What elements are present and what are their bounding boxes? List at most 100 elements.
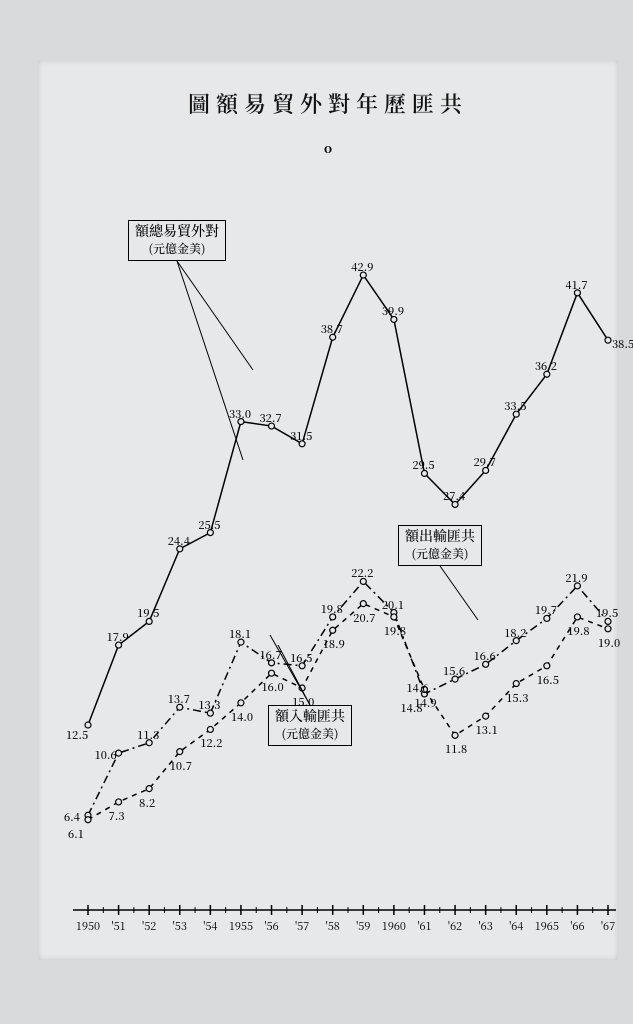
x-tick-label: '56 [264, 918, 278, 934]
point-label: 25.5 [198, 517, 220, 533]
point-label: 14.8 [400, 700, 422, 716]
series-imports-marker [605, 626, 611, 632]
series-imports-marker [513, 681, 519, 687]
point-label: 16.0 [262, 679, 284, 695]
point-label: 36.2 [535, 358, 557, 374]
x-tick-label: '54 [203, 918, 217, 934]
x-tick-label: '58 [326, 918, 340, 934]
point-label: 16.6 [474, 648, 496, 664]
point-label: 16.5 [537, 672, 559, 688]
series-imports-marker [146, 786, 152, 792]
series-imports-marker [269, 670, 275, 676]
x-tick-label: '59 [356, 918, 370, 934]
point-label: 39.9 [382, 303, 404, 319]
point-label: 14.0 [231, 709, 253, 725]
point-label: 12.2 [200, 735, 222, 751]
legend-total-label: 額總易貿外對 [135, 223, 219, 241]
point-label: 11.8 [445, 741, 467, 757]
series-imports-marker [238, 700, 244, 706]
point-label: 6.4 [64, 809, 80, 825]
legend-total-sub: (元億金美) [135, 241, 219, 256]
point-label: 10.7 [170, 758, 192, 774]
x-tick-label: '66 [570, 918, 584, 934]
point-label: 16.5 [290, 650, 312, 666]
legend-exports-sub: (元億金美) [405, 546, 475, 561]
series-imports-marker [360, 601, 366, 607]
point-label: 33.5 [504, 398, 526, 414]
point-label: 18.2 [504, 625, 526, 641]
series-imports-marker [177, 749, 183, 755]
legend-imports-sub: (元億金美) [275, 726, 345, 741]
x-tick-label: '61 [417, 918, 431, 934]
point-label: 13.7 [168, 691, 190, 707]
point-label: 21.9 [565, 570, 587, 586]
point-label: 38.7 [321, 321, 343, 337]
point-label: 19.5 [596, 605, 618, 621]
point-label: 38.5 [612, 336, 633, 352]
point-label: 27.4 [443, 488, 465, 504]
point-label: 19.5 [137, 605, 159, 621]
point-label: 19.7 [535, 602, 557, 618]
point-label: 7.3 [109, 808, 125, 824]
x-tick-label: '51 [111, 918, 125, 934]
point-label: 13.3 [198, 697, 220, 713]
point-label: 20.1 [382, 597, 404, 613]
point-label: 42.9 [351, 259, 373, 275]
point-label: 19.8 [321, 601, 343, 617]
series-imports-marker [207, 726, 213, 732]
point-label: 11.3 [137, 727, 159, 743]
x-tick-label: '62 [448, 918, 462, 934]
point-label: 19.8 [384, 623, 406, 639]
point-label: 18.1 [229, 626, 251, 642]
series-exports [88, 581, 608, 815]
point-label: 15.6 [443, 663, 465, 679]
legend-total: 額總易貿外對(元億金美) [128, 220, 226, 261]
x-tick-label: 1950 [76, 918, 100, 934]
series-imports-marker [452, 732, 458, 738]
series-imports-marker [116, 799, 122, 805]
x-tick-label: '63 [479, 918, 493, 934]
point-label: 22.2 [351, 565, 373, 581]
point-label: 15.3 [506, 690, 528, 706]
point-label: 31.5 [290, 428, 312, 444]
x-tick-label: 1960 [382, 918, 406, 934]
point-label: 19.0 [598, 635, 620, 651]
point-label: 24.4 [168, 533, 190, 549]
point-label: 20.7 [353, 610, 375, 626]
point-label: 10.6 [95, 747, 117, 763]
series-imports-marker [544, 663, 550, 669]
x-tick-label: 1965 [535, 918, 559, 934]
legend-exports: 額出輸匪共(元億金美) [398, 525, 482, 566]
x-tick-label: '53 [173, 918, 187, 934]
point-label: 8.2 [139, 795, 155, 811]
point-label: 6.1 [68, 826, 84, 842]
point-label: 41.7 [565, 277, 587, 293]
point-label: 14.6 [406, 680, 428, 696]
series-total-marker [605, 337, 611, 343]
point-label: 29.7 [474, 454, 496, 470]
x-tick-label: '64 [509, 918, 523, 934]
point-label: 16.7 [260, 647, 282, 663]
legend-imports: 額入輸匪共(元億金美) [268, 705, 352, 746]
series-total [88, 275, 608, 725]
legend-imports-label: 額入輸匪共 [275, 708, 345, 726]
point-label: 18.9 [323, 636, 345, 652]
x-tick-label: '67 [601, 918, 615, 934]
series-imports-marker [574, 614, 580, 620]
x-tick-label: '52 [142, 918, 156, 934]
x-tick-label: '57 [295, 918, 309, 934]
point-label: 12.5 [66, 727, 88, 743]
x-tick-label: 1955 [229, 918, 253, 934]
point-label: 17.9 [107, 629, 129, 645]
point-label: 19.8 [567, 623, 589, 639]
series-imports-marker [483, 713, 489, 719]
series-imports-marker [330, 627, 336, 633]
legend-exports-label: 額出輸匪共 [405, 528, 475, 546]
point-label: 32.7 [260, 410, 282, 426]
series-imports-marker [85, 817, 91, 823]
series-imports-marker [391, 614, 397, 620]
point-label: 13.1 [476, 722, 498, 738]
chart-svg [38, 60, 618, 960]
point-label: 33.0 [229, 406, 251, 422]
point-label: 29.5 [412, 457, 434, 473]
